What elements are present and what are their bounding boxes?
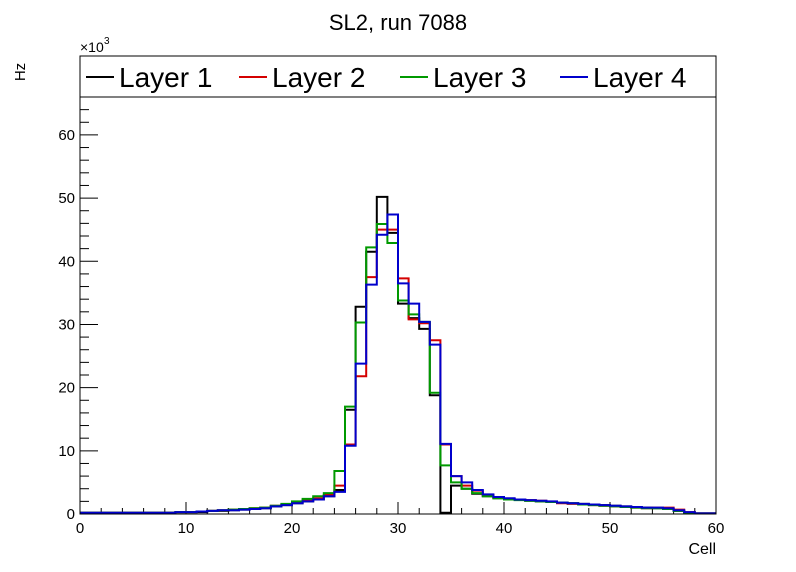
legend-label-layer-4: Layer 4 (593, 62, 686, 93)
y-tick-label: 50 (58, 190, 75, 207)
legend-box (79, 55, 717, 98)
x-tick-label: 40 (496, 520, 513, 537)
y-multiplier: ×10 3 (80, 36, 110, 55)
y-axis-label: Hz (12, 63, 29, 81)
x-tick-label: 0 (76, 520, 84, 537)
histogram-series (80, 195, 716, 515)
axis-ticks: 0 10 20 30 40 50 60 0 10 20 30 40 50 60 (58, 96, 725, 537)
y-tick-label: 30 (58, 316, 75, 333)
y-tick-label: 60 (58, 127, 75, 144)
legend-label-layer-1: Layer 1 (119, 62, 212, 93)
series-line-layer-4 (80, 213, 716, 515)
x-tick-label: 60 (708, 520, 725, 537)
y-tick-label: 0 (67, 506, 75, 523)
x-tick-label: 20 (284, 520, 301, 537)
y-tick-label: 40 (58, 253, 75, 270)
y-tick-label: 10 (58, 443, 75, 460)
legend-label-layer-3: Layer 3 (433, 62, 526, 93)
chart-title: SL2, run 7088 (329, 10, 467, 35)
legend-label-layer-2: Layer 2 (272, 62, 365, 93)
x-axis-label: Cell (688, 541, 716, 558)
x-tick-label: 30 (390, 520, 407, 537)
x-tick-label: 10 (178, 520, 195, 537)
y-tick-label: 20 (58, 380, 75, 397)
plot-frame (79, 96, 717, 515)
legend: Layer 1 Layer 2 Layer 3 Layer 4 (79, 55, 717, 98)
x-tick-label: 50 (602, 520, 619, 537)
y-multiplier-base: ×10 (80, 39, 104, 55)
y-multiplier-exponent: 3 (104, 36, 110, 47)
